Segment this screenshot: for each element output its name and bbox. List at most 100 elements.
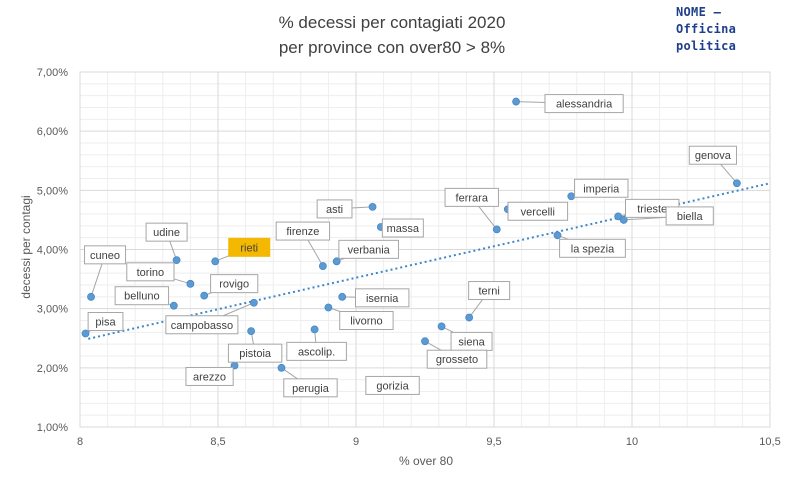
- point-rovigo: [200, 291, 209, 300]
- y-tick-label: 3,00%: [37, 304, 68, 316]
- chart-grid: [79, 71, 771, 428]
- chart-title-line-2: per province con over80 > 8%: [279, 38, 505, 57]
- data-label-box: [126, 262, 175, 282]
- y-tick-label: 6,00%: [37, 126, 68, 138]
- data-label-box: [574, 178, 629, 198]
- data-label-box: [316, 199, 353, 219]
- data-label-box: [283, 378, 338, 398]
- data-label-imperia: imperia: [583, 183, 620, 195]
- y-axis-title: decessi per contagi: [19, 195, 33, 298]
- x-tick-label: 8,5: [210, 436, 225, 448]
- data-label-grosseto: grosseto: [436, 354, 478, 366]
- data-label-box: [84, 245, 127, 265]
- x-tick-label: 10,5: [759, 436, 780, 448]
- data-label-box: [228, 237, 271, 257]
- y-tick-label: 2,00%: [37, 363, 68, 375]
- data-label-box: [365, 375, 420, 395]
- data-label-box: [286, 341, 347, 361]
- x-tick-label: 9: [353, 436, 359, 448]
- data-label-la spezia: la spezia: [571, 243, 615, 255]
- data-label-box: [227, 343, 283, 363]
- point-campobasso: [249, 298, 258, 307]
- y-axis-ticks: 1,00% 2,00% 3,00% 4,00% 5,00% 6,00% 7,00%: [37, 67, 68, 434]
- point-verbania: [332, 257, 341, 266]
- data-label-box: [114, 286, 170, 306]
- data-label-genova: genova: [695, 150, 732, 162]
- point-siena: [437, 322, 446, 331]
- data-label-belluno: belluno: [124, 291, 159, 303]
- point-biella: [619, 216, 628, 224]
- point-cuneo: [87, 292, 95, 301]
- point-udine: [172, 256, 181, 265]
- data-label-rieti: rieti: [240, 242, 258, 254]
- x-tick-label: 9,5: [486, 436, 501, 448]
- data-label-box: [381, 218, 424, 238]
- point-asti: [368, 202, 377, 211]
- y-tick-label: 5,00%: [37, 185, 68, 197]
- brand-line-1: NOME –: [676, 5, 722, 19]
- data-label-cuneo: cuneo: [90, 250, 120, 262]
- data-label-pisa: pisa: [95, 317, 116, 329]
- data-label-box: [87, 312, 124, 332]
- chart-title: % decessi per contagiati 2020 per provin…: [279, 13, 506, 57]
- data-label-rovigo: rovigo: [219, 279, 249, 291]
- x-axis-title: % over 80: [399, 454, 453, 468]
- data-label-box: [559, 238, 626, 258]
- data-label-box: [426, 349, 488, 369]
- point-imperia: [567, 192, 576, 201]
- point-perugia: [277, 363, 286, 372]
- data-label-isernia: isernia: [366, 293, 399, 305]
- point-ascolip.: [310, 325, 319, 334]
- data-label-box: [338, 239, 399, 259]
- data-labels: alessandria genova imperia trieste biella fer…: [84, 94, 737, 398]
- data-label-biella: biella: [677, 211, 704, 223]
- data-label-box: [145, 222, 188, 242]
- point-la spezia: [553, 231, 562, 240]
- data-label-box: [165, 315, 239, 335]
- data-label-box: [185, 366, 234, 386]
- data-label-campobasso: campobasso: [171, 320, 233, 332]
- point-belluno: [169, 301, 178, 310]
- trendline: [88, 182, 771, 340]
- plot-frame: [79, 71, 771, 428]
- data-label-ferrara: ferrara: [456, 192, 489, 204]
- y-tick-label: 1,00%: [37, 422, 68, 434]
- point-rieti: [211, 257, 220, 266]
- data-label-gorizia: gorizia: [376, 380, 409, 392]
- data-label-terni: terni: [478, 286, 499, 298]
- point-grosseto: [421, 337, 429, 346]
- data-label-pistoia: pistoia: [239, 348, 272, 360]
- data-label-alessandria: alessandria: [556, 99, 613, 111]
- brand-line-3: politica: [676, 39, 737, 53]
- point-ferrara: [492, 225, 501, 234]
- trendline-line: [88, 182, 771, 340]
- data-label-massa: massa: [387, 223, 420, 235]
- data-label-udine: udine: [153, 227, 180, 239]
- data-label-asti: asti: [326, 204, 343, 216]
- data-label-trieste: trieste: [637, 203, 667, 215]
- data-label-box: [665, 206, 714, 226]
- point-firenze: [318, 262, 327, 270]
- y-tick-label: 7,00%: [37, 67, 68, 79]
- point-trieste: [614, 212, 623, 221]
- point-alessandria: [512, 97, 520, 106]
- data-label-vercelli: vercelli: [521, 206, 555, 218]
- data-label-box: [468, 281, 511, 301]
- x-tick-label: 8: [77, 436, 83, 448]
- data-label-torino: torino: [137, 267, 165, 279]
- point-terni: [465, 313, 474, 322]
- point-pistoia: [247, 327, 256, 336]
- data-label-box: [275, 221, 331, 241]
- point-livorno: [324, 303, 333, 312]
- point-genova: [732, 179, 741, 188]
- data-label-box: [339, 310, 394, 330]
- point-pisa: [81, 329, 90, 338]
- x-tick-label: 10: [626, 436, 638, 448]
- data-label-firenze: firenze: [286, 226, 319, 238]
- point-isernia: [338, 292, 347, 301]
- data-label-box: [355, 288, 410, 308]
- data-label-box: [507, 201, 569, 221]
- brand-logo: NOME – Officina politica: [676, 4, 786, 66]
- data-label-box: [544, 94, 624, 114]
